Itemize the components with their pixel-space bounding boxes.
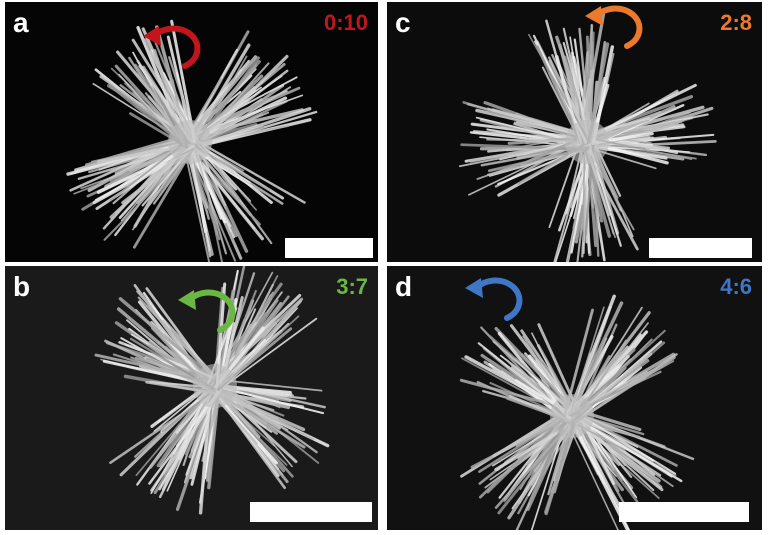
ratio-label: 0:10 — [324, 10, 368, 35]
panel: d 4:6 — [387, 266, 762, 530]
rotation-arrow — [472, 277, 523, 321]
sem-image — [66, 19, 318, 262]
arrow-head — [465, 278, 483, 298]
panel-letter: a — [13, 7, 29, 38]
crystal-core — [193, 364, 237, 408]
panel-letter: b — [13, 271, 30, 302]
panel-letter: d — [395, 271, 412, 302]
panel: b 3:7 — [5, 266, 378, 530]
ratio-label: 3:7 — [336, 274, 368, 299]
arrow-head — [585, 6, 603, 26]
rotation-arrow — [185, 289, 236, 333]
needle — [193, 54, 289, 149]
arrow-head — [178, 290, 196, 310]
ratio-label: 4:6 — [720, 274, 752, 299]
needle — [545, 19, 583, 145]
needle — [460, 143, 589, 151]
rotation-arrow — [150, 25, 201, 69]
sem-image — [94, 266, 330, 515]
scale-bar — [649, 238, 752, 258]
rotation-arrow — [592, 5, 643, 49]
panel: c 2:8 — [387, 2, 762, 262]
crystal-core — [550, 394, 594, 438]
sem-image — [459, 294, 695, 530]
panel: a 0:10 — [5, 2, 378, 262]
crystal-core — [168, 120, 212, 164]
needle — [118, 297, 221, 384]
sem-image — [458, 12, 717, 262]
scale-bar — [285, 238, 373, 258]
scale-bar — [619, 502, 749, 522]
ratio-label: 2:8 — [720, 10, 752, 35]
arrow-head — [143, 26, 161, 46]
needle — [191, 136, 306, 204]
needle — [195, 139, 224, 262]
crystal-core — [565, 120, 609, 164]
panel-letter: c — [395, 7, 411, 38]
scale-bar — [250, 502, 372, 522]
